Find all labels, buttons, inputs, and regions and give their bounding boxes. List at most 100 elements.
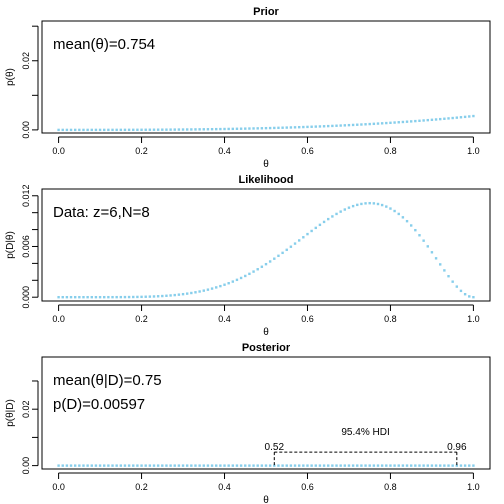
- curve-point: [115, 464, 118, 467]
- curve-point: [210, 287, 214, 290]
- curve-point: [82, 128, 85, 132]
- curve-point: [451, 116, 454, 120]
- x-axis-label: θ: [263, 327, 269, 338]
- curve-point: [347, 464, 351, 467]
- curve-point: [239, 127, 243, 130]
- curve-point: [127, 464, 131, 467]
- curve-point: [443, 269, 446, 272]
- curve-point: [57, 295, 60, 299]
- curve-point: [376, 202, 380, 206]
- y-tick-label: 0.006: [21, 235, 31, 258]
- curve-point: [239, 464, 243, 467]
- curve-point: [293, 464, 297, 467]
- curve-point: [65, 464, 69, 467]
- curve-point: [335, 212, 338, 216]
- x-tick-label: 0.8: [384, 146, 397, 156]
- y-axis: 0.00 0.02 p(θ|D): [5, 380, 39, 475]
- curve-point: [472, 464, 475, 467]
- curve-point: [277, 464, 280, 467]
- curve-point: [65, 128, 69, 132]
- curve-point: [260, 127, 264, 130]
- curve-point: [331, 215, 334, 218]
- y-tick-label: 0.00: [21, 121, 31, 139]
- curve-point: [376, 464, 380, 467]
- curve-point: [123, 464, 127, 467]
- curve-point: [239, 276, 243, 280]
- curve-point: [115, 128, 118, 132]
- curve-point: [310, 125, 313, 128]
- curve-point: [231, 464, 235, 467]
- curve-point: [148, 128, 152, 131]
- curve-point: [231, 127, 235, 131]
- curve-point: [351, 464, 355, 467]
- curve-point: [94, 295, 98, 299]
- curve-point: [98, 464, 102, 467]
- curve-point: [169, 294, 172, 297]
- curve-point: [439, 464, 442, 467]
- curve-point: [198, 464, 201, 467]
- curve-point: [322, 464, 326, 467]
- curve-point: [244, 274, 247, 278]
- curve-point: [455, 116, 459, 119]
- annotation: mean(θ|D)=0.75: [53, 372, 162, 389]
- curve-point: [148, 464, 152, 467]
- curve-point: [405, 464, 409, 467]
- curve-point: [69, 295, 73, 299]
- curve-point: [306, 464, 309, 467]
- curve-point: [285, 248, 288, 252]
- y-tick-label: 0.012: [21, 184, 31, 207]
- curve-point: [161, 128, 164, 131]
- curve-point: [248, 127, 251, 130]
- curve-point: [443, 464, 446, 467]
- panel-prior: Prior 0.0 0.2 0.4 0.6 0.8 1.0 θ 0.00 0.02 p(θ) mean…: [5, 6, 491, 170]
- curve-point: [127, 295, 131, 299]
- curve-point: [459, 116, 463, 119]
- curve-point: [61, 464, 64, 467]
- curve-point: [90, 464, 93, 467]
- curve-point: [360, 202, 363, 206]
- curve-point: [331, 124, 334, 128]
- curve-point: [397, 121, 400, 124]
- curve-point: [148, 295, 152, 298]
- curve-point: [385, 205, 388, 208]
- y-axis-label: p(D|θ): [5, 231, 16, 259]
- curve-point: [248, 464, 251, 467]
- curve-point: [248, 272, 251, 276]
- curve-point: [98, 128, 102, 132]
- curve-point: [351, 204, 355, 208]
- curve-point: [447, 117, 450, 120]
- curve-point: [206, 128, 210, 131]
- curve-point: [268, 260, 272, 263]
- curve-point: [210, 464, 214, 467]
- curve-point: [422, 119, 425, 122]
- x-tick-label: 0.6: [301, 482, 314, 492]
- curve-point: [198, 290, 201, 293]
- curve-point: [397, 212, 400, 216]
- plot-frame: [41, 356, 491, 470]
- curve-point: [360, 123, 363, 126]
- curve-point: [343, 124, 347, 127]
- curve-point: [385, 121, 388, 125]
- curve-point: [132, 295, 135, 299]
- curve-point: [343, 208, 347, 211]
- curve-point: [426, 245, 429, 248]
- x-axis: 0.0 0.2 0.4 0.6 0.8 1.0 θ: [52, 136, 480, 170]
- x-tick-label: 0.2: [135, 482, 148, 492]
- curve-point: [297, 125, 301, 129]
- panel-posterior: Posterior 0.0 0.2 0.4 0.6 0.8 1.0 θ 0.00 0.02 p(θ|…: [5, 342, 491, 504]
- curve-point: [98, 295, 102, 299]
- curve-point: [380, 464, 384, 467]
- curve-point: [82, 464, 85, 467]
- curve-point: [244, 127, 247, 130]
- curve-point: [277, 126, 280, 130]
- x-tick-label: 0.4: [218, 146, 231, 156]
- y-tick-label: 0.00: [21, 457, 31, 475]
- curve-point: [389, 464, 392, 467]
- curve-point: [289, 245, 293, 248]
- curve-point: [152, 295, 156, 298]
- curve-point: [389, 207, 392, 210]
- curve-point: [73, 295, 77, 299]
- annotation: p(D)=0.00597: [53, 396, 145, 413]
- curve-point: [310, 229, 313, 233]
- curve-point: [202, 464, 205, 467]
